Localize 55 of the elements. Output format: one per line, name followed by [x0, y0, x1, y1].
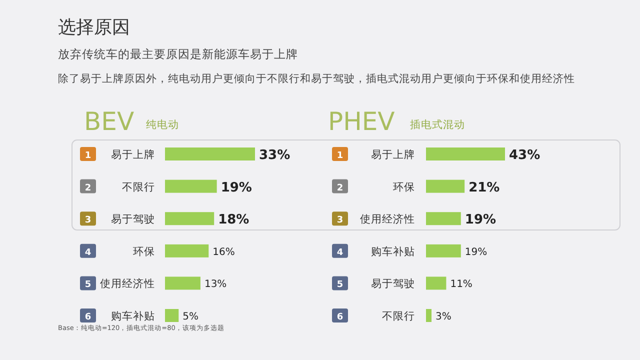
- y-tick-label: 不限行: [382, 310, 415, 322]
- bar: [165, 244, 209, 258]
- data-label: 11%: [450, 279, 472, 290]
- text: 1: [336, 151, 344, 161]
- bar: [426, 276, 446, 290]
- bar: [165, 309, 179, 322]
- y-tick-label: 不限行: [122, 181, 155, 194]
- data-label: 13%: [204, 279, 227, 290]
- text: 4: [84, 248, 92, 258]
- data-label: 16%: [212, 246, 235, 258]
- bar: [165, 148, 255, 160]
- data-label: 21%: [468, 180, 500, 196]
- data-label: 19%: [464, 246, 488, 258]
- data-label: 5%: [182, 312, 199, 322]
- text: 2: [84, 183, 92, 194]
- data-label: 19%: [464, 212, 496, 228]
- y-tick-label: 易于驾驶: [111, 212, 155, 226]
- y-tick-label: 购车补贴: [111, 310, 155, 322]
- chart-title: PHEV: [328, 107, 395, 136]
- text: 选择原因: [58, 17, 130, 38]
- bar: [426, 244, 461, 258]
- chart-subtitle: 纯电动: [146, 118, 179, 131]
- y-tick-label: 环保: [133, 246, 155, 258]
- text: 2: [336, 183, 344, 194]
- text: 5: [84, 280, 92, 290]
- y-tick-label: 使用经济性: [360, 212, 415, 226]
- text: 5: [336, 280, 344, 290]
- chart-subtitle: 插电式混动: [410, 118, 465, 131]
- text: 除了易于上牌原因外，纯电动用户更倾向于不限行和易于驾驶，插电式混动用户更倾向于环保和使用经济性: [58, 72, 575, 85]
- bar: [165, 276, 200, 290]
- bar: [426, 148, 505, 160]
- data-label: 33%: [259, 148, 290, 163]
- y-tick-label: 使用经济性: [100, 277, 155, 290]
- bar: [426, 180, 465, 193]
- text: 6: [336, 312, 344, 322]
- y-tick-label: 易于驾驶: [371, 277, 415, 290]
- data-label: 43%: [509, 148, 540, 163]
- y-tick-label: 购车补贴: [371, 244, 415, 258]
- bar: [426, 212, 461, 226]
- data-label: 19%: [220, 180, 252, 196]
- text: 4: [336, 248, 344, 258]
- bar: [165, 180, 217, 193]
- text: 6: [84, 312, 92, 322]
- data-label: 18%: [218, 212, 250, 228]
- text: 放弃传统车的最主要原因是新能源车易于上牌: [58, 47, 298, 61]
- text: 3: [336, 216, 344, 226]
- chart-title: BEV: [84, 107, 134, 136]
- text: 1: [84, 151, 92, 161]
- y-tick-label: 易于上牌: [111, 148, 155, 161]
- data-label: 3%: [436, 312, 452, 322]
- y-tick-label: 易于上牌: [371, 148, 415, 161]
- y-tick-label: 环保: [393, 181, 415, 194]
- text: 3: [84, 216, 92, 226]
- bar: [165, 212, 214, 226]
- bar: [426, 309, 432, 322]
